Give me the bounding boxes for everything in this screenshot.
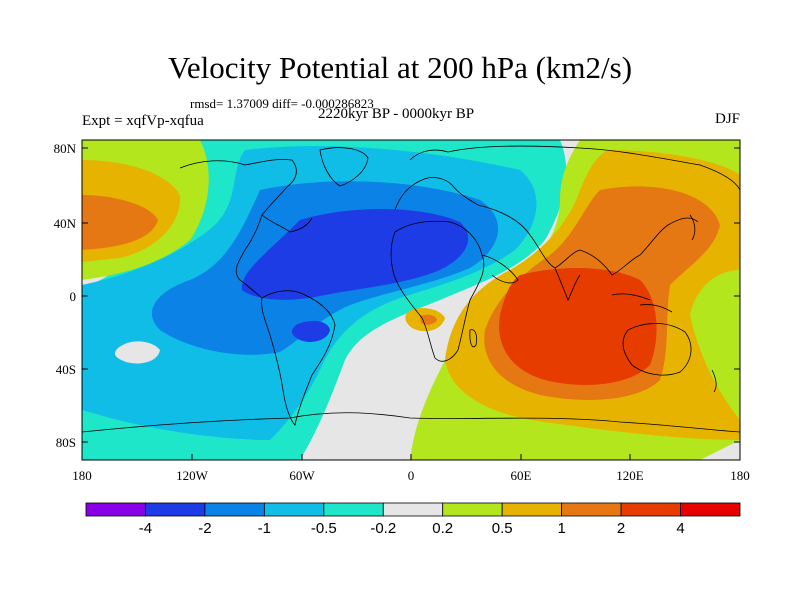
lat-label-80n: 80N <box>53 141 76 156</box>
colorbar-box-2 <box>204 502 265 517</box>
pos-strong-region <box>499 268 657 385</box>
colorbar-label: 0.2 <box>432 520 454 537</box>
map-title: Velocity Potential at 200 hPa (km2/s) <box>167 50 633 85</box>
lon-label-120e: 120E <box>616 468 644 483</box>
colorbar-box-0 <box>85 502 146 517</box>
colorbar-box-8 <box>561 502 622 517</box>
stats-line: rmsd= 1.37009 diff= -0.000286823 <box>190 96 374 111</box>
colorbar-box-9 <box>620 502 681 517</box>
colorbar-label: 4 <box>676 520 685 537</box>
lon-label-60w: 60W <box>289 468 315 483</box>
colorbar-label: -4 <box>138 520 153 537</box>
pos-west-pacific-mid <box>82 195 158 250</box>
lon-label-180w: 180 <box>72 468 92 483</box>
neutral-patch-southpacific <box>114 341 160 364</box>
colorbar-box-10 <box>680 502 741 517</box>
colorbar-box-4 <box>323 502 384 517</box>
lon-label-180e: 180 <box>730 468 750 483</box>
lon-label-0: 0 <box>407 468 415 483</box>
colorbar-box-6 <box>442 502 503 517</box>
colorbar-box-1 <box>145 502 206 517</box>
colorbar-label: 2 <box>616 520 626 537</box>
neg-strong-region <box>241 208 469 300</box>
velocity-potential-field <box>82 140 740 460</box>
colorbar-box-5 <box>382 502 444 517</box>
lat-label-40s: 40S <box>55 362 76 377</box>
lat-label-40n: 40N <box>53 216 76 231</box>
neg-strong-south <box>291 320 330 342</box>
lat-label-80s: 80S <box>55 435 76 450</box>
period-line: 2220kyr BP - 0000kyr BP <box>318 106 475 122</box>
coastlines <box>82 145 740 433</box>
experiment-label: Expt = xqfVp-xqfua <box>82 113 204 129</box>
colorbar-label: -0.2 <box>370 520 397 537</box>
lon-tick-marks <box>81 454 741 460</box>
colorbar-label: 1 <box>557 520 566 537</box>
lon-label-120w: 120W <box>176 468 208 483</box>
colorbar-box-7 <box>501 502 563 517</box>
colorbar-label: -0.5 <box>310 520 337 537</box>
season-label: DJF <box>714 111 740 127</box>
colorbar-label: 0.5 <box>491 520 513 537</box>
colorbar <box>85 502 741 517</box>
lon-label-60e: 60E <box>510 468 532 483</box>
colorbar-label: -2 <box>198 520 212 537</box>
lat-tick-marks <box>82 147 740 443</box>
colorbar-box-3 <box>263 502 325 517</box>
colorbar-label: -1 <box>257 520 272 537</box>
lat-label-0: 0 <box>69 289 77 304</box>
